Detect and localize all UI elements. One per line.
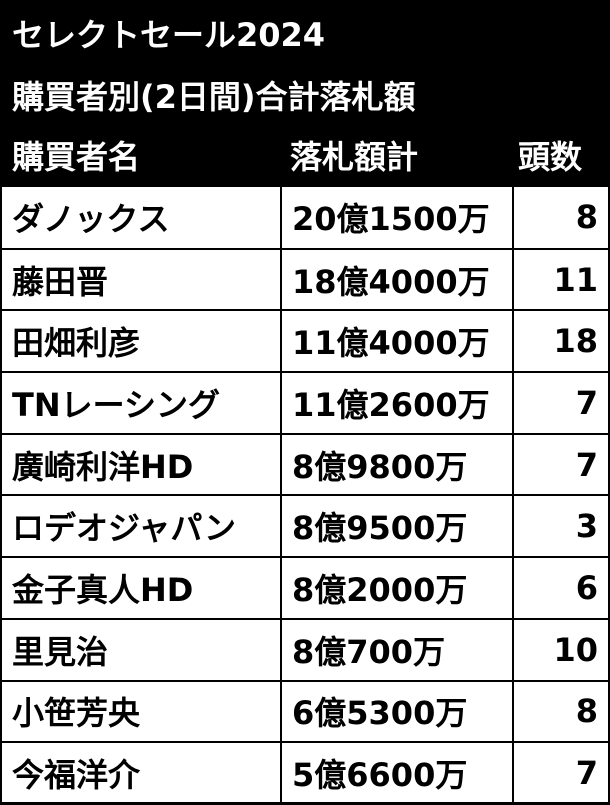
- table-row: 金子真人HD 8億2000万 6: [0, 556, 610, 620]
- table-row: 小笹芳央 6億5300万 8: [0, 679, 610, 744]
- buyer-name-cell: 今福洋介: [0, 741, 282, 805]
- buyer-name-cell: 藤田晋: [0, 247, 282, 312]
- column-header-buyer: 購買者名: [12, 138, 141, 176]
- amount-cell: 11億4000万: [280, 309, 514, 374]
- page-title: セレクトセール2024: [12, 16, 326, 54]
- buyer-name-cell: ダノックス: [0, 187, 282, 250]
- buyer-name-cell: 小笹芳央: [0, 679, 282, 744]
- table-row: ロデオジャパン 8億9500万 3: [0, 494, 610, 559]
- count-cell: 18: [512, 309, 610, 374]
- count-cell: 8: [512, 187, 610, 250]
- amount-cell: 6億5300万: [280, 679, 514, 744]
- amount-cell: 8億2000万: [280, 556, 514, 620]
- buyer-name-cell: 里見治: [0, 617, 282, 682]
- table-row: 里見治 8億700万 10: [0, 617, 610, 682]
- table-header: セレクトセール2024 購買者別(2日間)合計落札額 購買者名 落札額計 頭数: [0, 0, 610, 187]
- buyer-name-cell: 廣崎利洋HD: [0, 432, 282, 497]
- table-row: ダノックス 20億1500万 8: [0, 187, 610, 250]
- count-cell: 7: [512, 432, 610, 497]
- amount-cell: 5億6600万: [280, 741, 514, 805]
- amount-cell: 20億1500万: [280, 187, 514, 250]
- page-subtitle: 購買者別(2日間)合計落札額: [12, 78, 416, 116]
- count-cell: 6: [512, 556, 610, 620]
- count-cell: 7: [512, 371, 610, 435]
- count-cell: 11: [512, 247, 610, 312]
- amount-cell: 11億2600万: [280, 371, 514, 435]
- buyer-name-cell: ロデオジャパン: [0, 494, 282, 559]
- table-row: 藤田晋 18億4000万 11: [0, 247, 610, 312]
- buyer-name-cell: 金子真人HD: [0, 556, 282, 620]
- amount-cell: 8億700万: [280, 617, 514, 682]
- table-row: 今福洋介 5億6600万 7: [0, 741, 610, 805]
- count-cell: 3: [512, 494, 610, 559]
- count-cell: 7: [512, 741, 610, 805]
- column-header-count: 頭数: [518, 138, 583, 176]
- count-cell: 10: [512, 617, 610, 682]
- table-row: 廣崎利洋HD 8億9800万 7: [0, 432, 610, 497]
- amount-cell: 18億4000万: [280, 247, 514, 312]
- amount-cell: 8億9500万: [280, 494, 514, 559]
- table-row: 田畑利彦 11億4000万 18: [0, 309, 610, 374]
- buyer-table: ダノックス 20億1500万 8 藤田晋 18億4000万 11 田畑利彦 11…: [0, 187, 610, 805]
- count-cell: 8: [512, 679, 610, 744]
- column-header-amount: 落札額計: [290, 138, 419, 176]
- table-row: TNレーシング 11億2600万 7: [0, 371, 610, 435]
- amount-cell: 8億9800万: [280, 432, 514, 497]
- buyer-name-cell: TNレーシング: [0, 371, 282, 435]
- buyer-name-cell: 田畑利彦: [0, 309, 282, 374]
